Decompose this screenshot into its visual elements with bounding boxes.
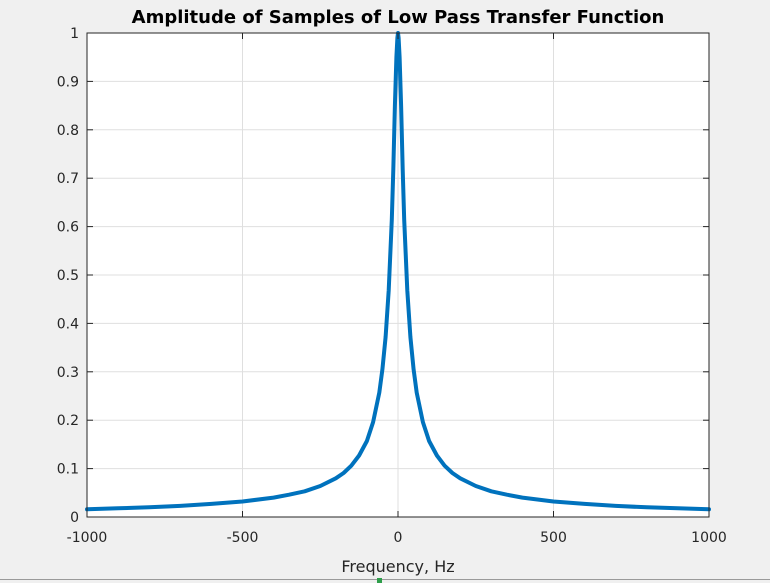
y-tick-label: 0.3 xyxy=(57,365,79,381)
y-tick-label: 0.4 xyxy=(57,316,79,332)
y-tick-label: 0 xyxy=(70,510,79,526)
ticks xyxy=(86,32,710,518)
x-tick-label: 0 xyxy=(394,530,403,546)
x-tick-labels: -1000 -500 0 500 1000 xyxy=(67,530,727,546)
y-tick-label: 0.9 xyxy=(57,74,79,90)
x-axis-label: Frequency, Hz xyxy=(341,557,454,576)
x-tick-label: 1000 xyxy=(691,530,727,546)
bottom-divider xyxy=(0,579,770,580)
y-tick-label: 0.5 xyxy=(57,268,79,284)
y-tick-label: 0.2 xyxy=(57,413,79,429)
y-tick-label: 0.6 xyxy=(57,220,79,236)
y-tick-labels: 0 0.1 0.2 0.3 0.4 0.5 0.6 0.7 0.8 0.9 1 xyxy=(57,26,79,526)
y-tick-label: 0.8 xyxy=(57,123,79,139)
x-tick-label: -1000 xyxy=(67,530,108,546)
x-tick-label: -500 xyxy=(227,530,259,546)
y-tick-label: 1 xyxy=(70,26,79,42)
grid-lines xyxy=(87,33,709,517)
chart-title: Amplitude of Samples of Low Pass Transfe… xyxy=(132,7,665,28)
y-tick-label: 0.7 xyxy=(57,171,79,187)
y-tick-label: 0.1 xyxy=(57,462,79,478)
status-marker xyxy=(377,578,382,583)
x-tick-label: 500 xyxy=(540,530,567,546)
